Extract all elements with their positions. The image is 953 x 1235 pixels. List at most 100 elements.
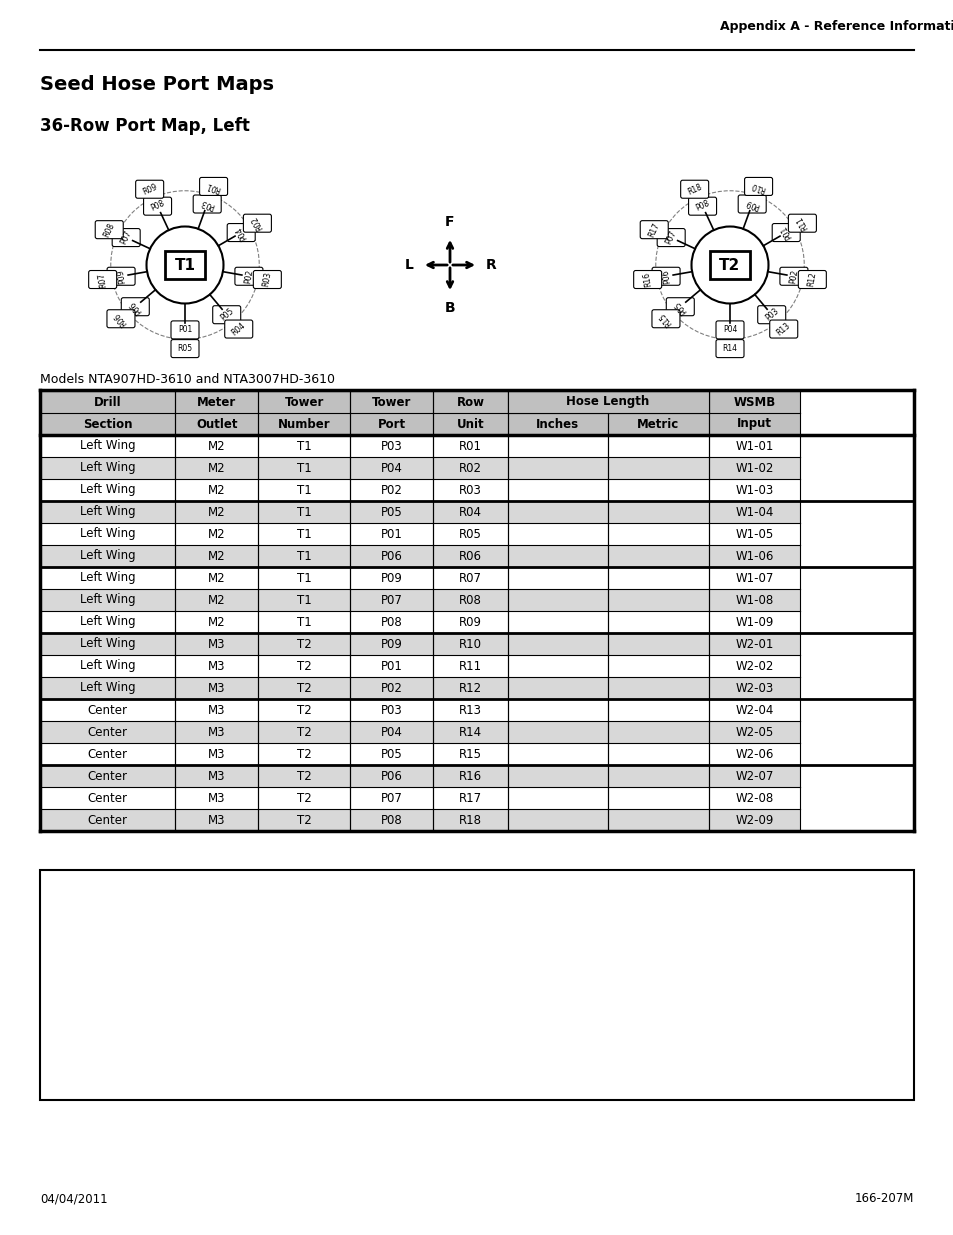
- Text: T1: T1: [296, 505, 312, 519]
- Text: Left Wing: Left Wing: [80, 483, 135, 496]
- Text: Center: Center: [88, 814, 128, 826]
- Text: P01: P01: [778, 224, 793, 241]
- Text: R14: R14: [721, 345, 737, 353]
- Bar: [708, 809, 800, 831]
- Bar: [708, 655, 800, 677]
- Bar: [40, 634, 175, 655]
- Bar: [258, 634, 350, 655]
- Bar: [40, 721, 175, 743]
- Bar: [350, 611, 433, 634]
- Text: M3: M3: [208, 682, 226, 694]
- Bar: [607, 764, 708, 787]
- Text: R: R: [485, 258, 497, 272]
- Text: P02: P02: [380, 483, 402, 496]
- Bar: [40, 501, 175, 522]
- Text: P08: P08: [149, 199, 166, 214]
- FancyBboxPatch shape: [112, 228, 140, 247]
- Text: P07: P07: [380, 792, 402, 804]
- Text: P05: P05: [380, 505, 402, 519]
- Text: Left Wing: Left Wing: [80, 594, 135, 606]
- Bar: [350, 677, 433, 699]
- Text: R16: R16: [641, 272, 653, 288]
- Text: Outlet: Outlet: [196, 417, 237, 431]
- Text: R04: R04: [230, 321, 247, 337]
- Text: M3: M3: [208, 792, 226, 804]
- Text: W1-08: W1-08: [735, 594, 773, 606]
- Text: Center: Center: [88, 792, 128, 804]
- Bar: [40, 589, 175, 611]
- Bar: [507, 412, 607, 435]
- Text: M2: M2: [208, 527, 226, 541]
- Bar: [607, 435, 708, 457]
- FancyBboxPatch shape: [771, 224, 800, 242]
- Bar: [40, 677, 175, 699]
- Bar: [258, 764, 350, 787]
- Bar: [708, 522, 800, 545]
- Text: P07: P07: [663, 230, 678, 246]
- Text: P02: P02: [787, 268, 799, 284]
- Bar: [175, 567, 258, 589]
- Bar: [40, 435, 175, 457]
- Bar: [40, 545, 175, 567]
- Bar: [258, 391, 350, 412]
- Bar: [708, 391, 800, 412]
- FancyBboxPatch shape: [165, 251, 205, 279]
- Bar: [433, 764, 507, 787]
- Text: P05: P05: [380, 747, 402, 761]
- Bar: [433, 677, 507, 699]
- Bar: [350, 435, 433, 457]
- Text: Inches: Inches: [536, 417, 578, 431]
- FancyBboxPatch shape: [757, 306, 785, 324]
- Bar: [40, 479, 175, 501]
- Bar: [507, 634, 607, 655]
- Text: P03: P03: [380, 704, 402, 716]
- Bar: [708, 743, 800, 764]
- Text: W1-04: W1-04: [735, 505, 773, 519]
- Bar: [607, 699, 708, 721]
- Bar: [40, 787, 175, 809]
- Bar: [40, 391, 175, 412]
- FancyBboxPatch shape: [716, 340, 743, 358]
- Bar: [40, 655, 175, 677]
- Bar: [175, 391, 258, 412]
- Text: T1: T1: [296, 550, 312, 562]
- Text: Meter: Meter: [197, 395, 236, 409]
- Bar: [433, 457, 507, 479]
- Bar: [350, 809, 433, 831]
- Text: R13: R13: [774, 321, 792, 337]
- FancyBboxPatch shape: [227, 224, 255, 242]
- Text: Left Wing: Left Wing: [80, 462, 135, 474]
- Text: T2: T2: [296, 747, 312, 761]
- Text: T1: T1: [174, 258, 195, 273]
- FancyBboxPatch shape: [639, 221, 667, 238]
- Bar: [433, 809, 507, 831]
- Text: T2: T2: [296, 792, 312, 804]
- Bar: [607, 589, 708, 611]
- Text: T2: T2: [296, 814, 312, 826]
- Text: Left Wing: Left Wing: [80, 682, 135, 694]
- Text: Left Wing: Left Wing: [80, 505, 135, 519]
- Text: Left Wing: Left Wing: [80, 440, 135, 452]
- Text: R16: R16: [458, 769, 481, 783]
- Text: Tower: Tower: [372, 395, 411, 409]
- Text: P05: P05: [218, 306, 234, 322]
- Bar: [175, 634, 258, 655]
- Bar: [433, 743, 507, 764]
- Bar: [350, 655, 433, 677]
- Text: R01: R01: [458, 440, 481, 452]
- Text: R02: R02: [250, 215, 265, 232]
- Text: W1-05: W1-05: [735, 527, 773, 541]
- Bar: [175, 457, 258, 479]
- Text: W1-03: W1-03: [735, 483, 773, 496]
- Bar: [507, 391, 607, 412]
- Text: P06: P06: [380, 550, 402, 562]
- Text: Hose Length: Hose Length: [566, 395, 649, 409]
- Bar: [175, 501, 258, 522]
- Text: R12: R12: [458, 682, 481, 694]
- Bar: [175, 721, 258, 743]
- FancyBboxPatch shape: [657, 228, 684, 247]
- FancyBboxPatch shape: [225, 320, 253, 338]
- Bar: [258, 743, 350, 764]
- Bar: [708, 634, 800, 655]
- Text: P07: P07: [119, 230, 133, 246]
